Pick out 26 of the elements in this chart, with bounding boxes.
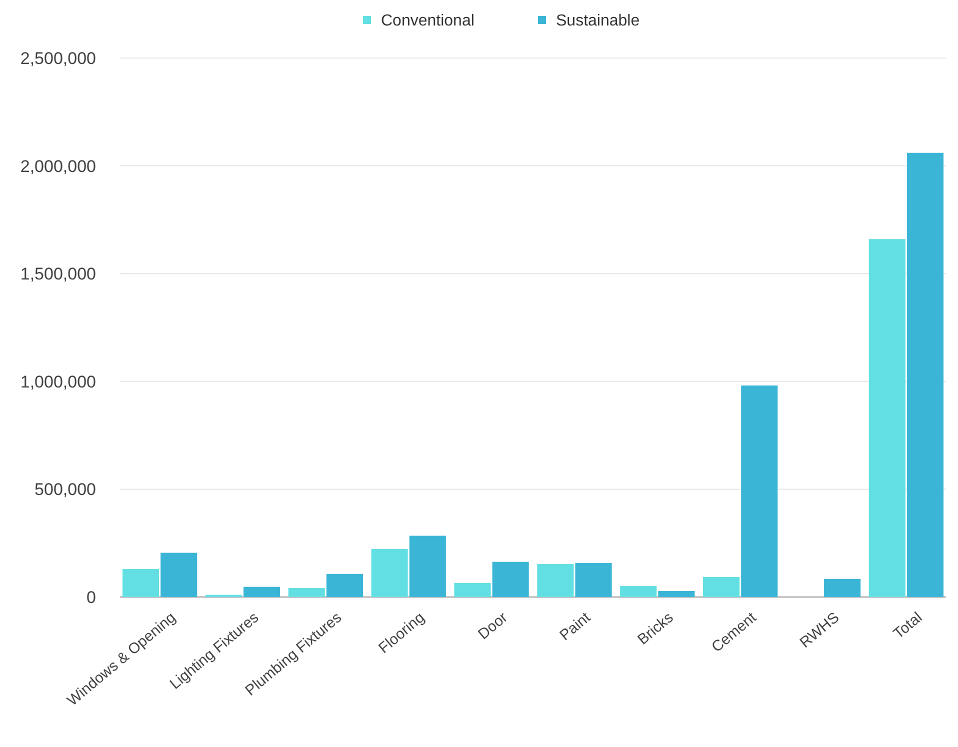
- bar: [371, 548, 408, 597]
- y-tick-label: 0: [86, 588, 96, 607]
- y-tick-label: 1,000,000: [20, 372, 96, 392]
- legend-label: Conventional: [381, 12, 474, 30]
- bar: [868, 239, 906, 597]
- bar: [122, 568, 160, 597]
- y-tick-label: 1,500,000: [20, 264, 96, 284]
- bar: [658, 590, 695, 597]
- bar: [906, 152, 944, 597]
- bar: [409, 536, 446, 597]
- bar: [575, 562, 612, 597]
- y-tick-label: 2,000,000: [20, 156, 96, 176]
- bar: [620, 586, 657, 597]
- bar: [492, 562, 529, 597]
- bar: [741, 385, 778, 597]
- bar: [703, 576, 740, 597]
- bar: [824, 578, 861, 597]
- bar: [454, 582, 491, 597]
- legend-label: Sustainable: [556, 12, 640, 30]
- bar: [244, 586, 280, 597]
- y-tick-label: 2,500,000: [20, 48, 96, 68]
- bar: [326, 574, 363, 597]
- bar: [288, 588, 325, 597]
- bar: [537, 564, 574, 597]
- y-tick-label: 500,000: [34, 480, 96, 500]
- bar: [160, 552, 198, 597]
